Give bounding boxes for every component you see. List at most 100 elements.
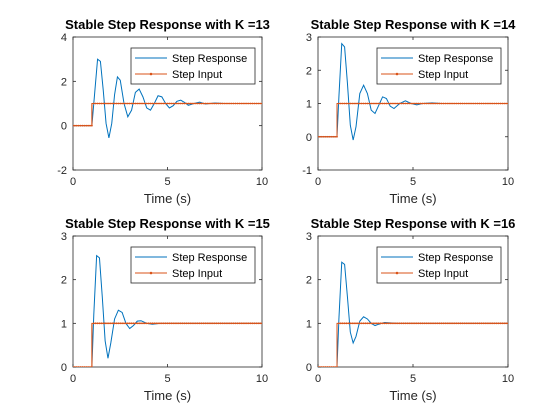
step-input-marker xyxy=(425,322,428,325)
step-input-marker xyxy=(379,322,382,325)
step-input-marker xyxy=(147,322,150,325)
step-input-marker xyxy=(471,322,473,325)
step-input-marker xyxy=(457,102,460,105)
step-input-marker xyxy=(217,102,220,105)
x-tick-label: 0 xyxy=(315,176,321,188)
step-input-marker xyxy=(385,102,388,105)
y-tick-label: 2 xyxy=(306,275,312,287)
y-tick-label: 2 xyxy=(306,65,312,77)
step-input-marker xyxy=(143,322,146,325)
legend-marker-input xyxy=(395,72,399,76)
step-input-marker xyxy=(126,322,129,325)
step-input-marker xyxy=(121,322,124,325)
step-input-marker xyxy=(358,322,361,325)
step-input-marker xyxy=(234,102,237,105)
step-input-marker xyxy=(194,322,197,325)
step-input-marker xyxy=(318,135,319,138)
chart-title: Stable Step Response with K =15 xyxy=(65,216,270,231)
y-tick-label: -1 xyxy=(302,165,312,177)
step-input-marker xyxy=(372,102,374,105)
step-input-marker xyxy=(374,322,376,325)
step-input-marker xyxy=(160,322,163,325)
step-input-marker xyxy=(408,102,411,105)
step-input-marker xyxy=(341,102,344,105)
x-tick-label: 0 xyxy=(315,373,321,385)
legend-box xyxy=(130,246,256,284)
y-tick-label: 2 xyxy=(61,275,67,287)
x-tick-label: 0 xyxy=(70,373,76,385)
step-input-marker xyxy=(259,102,262,105)
step-input-marker xyxy=(142,102,144,105)
step-input-marker xyxy=(75,366,78,367)
step-input-marker xyxy=(134,102,137,105)
step-input-marker xyxy=(438,322,441,325)
step-input-marker xyxy=(425,102,428,105)
step-input-marker xyxy=(467,102,469,105)
step-input-marker xyxy=(108,322,110,325)
step-input-marker xyxy=(106,102,108,105)
x-tick-label: 10 xyxy=(502,176,514,188)
step-input-marker xyxy=(427,322,430,325)
step-input-marker xyxy=(187,322,190,325)
step-input-marker xyxy=(490,322,492,325)
step-input-marker xyxy=(383,102,386,105)
x-tick-label: 5 xyxy=(410,373,416,385)
step-input-marker xyxy=(482,322,485,325)
step-input-marker xyxy=(448,322,450,325)
step-input-marker xyxy=(450,102,452,105)
step-input-marker xyxy=(387,322,390,325)
step-input-marker xyxy=(507,322,508,325)
step-input-marker xyxy=(349,322,352,325)
step-input-marker xyxy=(247,322,250,325)
step-input-marker xyxy=(200,322,203,325)
step-input-marker xyxy=(465,102,468,105)
step-input-marker xyxy=(223,322,226,325)
step-input-marker xyxy=(227,322,229,325)
step-input-marker xyxy=(324,135,327,138)
step-input-marker xyxy=(123,322,125,325)
step-input-marker xyxy=(98,102,101,105)
step-input-marker xyxy=(138,322,141,325)
step-input-marker xyxy=(185,322,188,325)
legend: Step Response Step Input xyxy=(130,246,256,284)
x-tick-label: 0 xyxy=(70,176,76,188)
step-input-marker xyxy=(117,102,120,105)
step-input-marker xyxy=(104,102,107,105)
step-input-marker xyxy=(102,322,105,325)
x-axis-label: Time (s) xyxy=(144,191,191,206)
step-input-marker xyxy=(149,322,152,325)
step-input-marker xyxy=(393,322,395,325)
step-input-marker xyxy=(364,322,367,325)
step-input-marker xyxy=(198,322,201,325)
step-input-marker xyxy=(73,366,76,367)
step-input-marker xyxy=(244,102,246,105)
step-input-marker xyxy=(132,102,135,105)
step-input-marker xyxy=(157,102,159,105)
step-input-marker xyxy=(179,322,182,325)
y-tick-label: 1 xyxy=(306,99,312,111)
step-input-marker xyxy=(159,102,161,105)
step-input-marker xyxy=(87,366,90,367)
legend-label-input: Step Input xyxy=(172,69,222,81)
step-input-marker xyxy=(436,322,439,325)
step-input-marker xyxy=(484,322,487,325)
y-tick-label: 3 xyxy=(306,231,312,243)
step-input-marker xyxy=(223,102,226,105)
step-input-marker xyxy=(493,322,496,325)
step-input-marker xyxy=(377,102,380,105)
step-input-marker xyxy=(490,102,492,105)
step-input-marker xyxy=(444,102,447,105)
step-input-marker xyxy=(181,102,184,105)
step-input-marker xyxy=(191,322,193,325)
step-input-marker xyxy=(138,102,141,105)
step-input-marker xyxy=(77,366,80,367)
step-input-marker xyxy=(174,322,176,325)
step-input-marker xyxy=(183,322,186,325)
x-tick-label: 5 xyxy=(410,176,416,188)
step-input-marker xyxy=(94,102,97,105)
step-input-marker xyxy=(339,102,342,105)
step-input-marker xyxy=(164,322,167,325)
step-input-marker xyxy=(187,102,190,105)
